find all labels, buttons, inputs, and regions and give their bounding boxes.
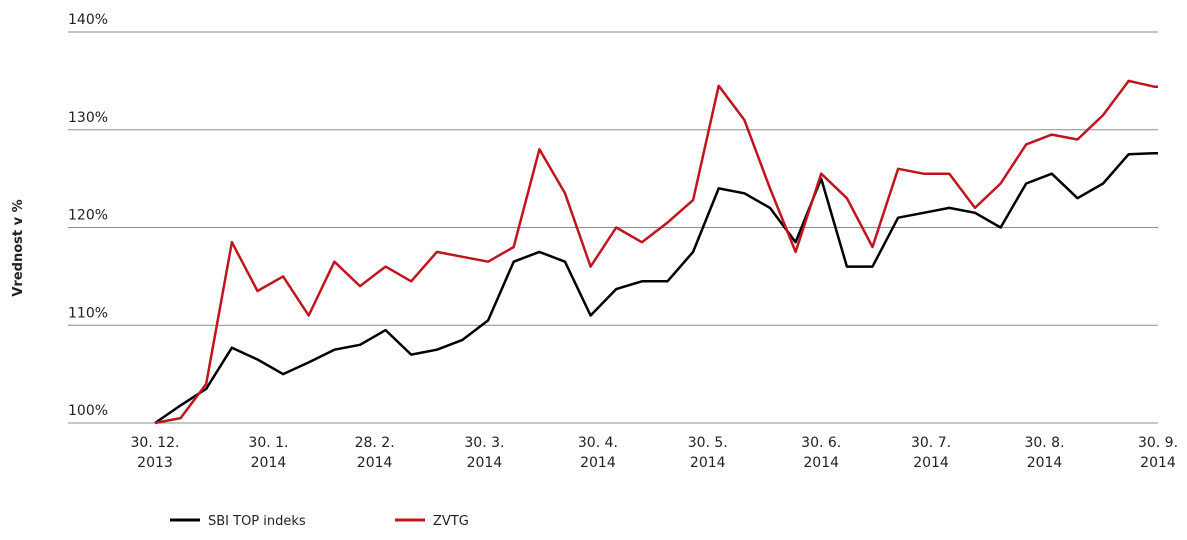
x-tick-label: 30. 1. 2014 [248,435,289,471]
legend-label: SBI TOP indeks [208,514,306,529]
x-tick-label: 30. 6. 2014 [801,435,842,471]
x-tick-label: 30. 9. 2014 [1137,435,1179,471]
x-tick-label: 28. 2. 2014 [354,435,395,471]
y-tick-label: 110% [68,305,108,321]
y-tick-label: 130% [68,110,108,126]
x-tick-label: 30. 4. 2014 [577,435,618,471]
y-axis-label: Vrednost v % [11,199,26,296]
x-tick-label: 30. 5. 2014 [687,435,728,471]
y-tick-label: 100% [68,403,108,419]
x-tick-label: 30. 7. 2014 [910,435,952,471]
legend-label: ZVTG [433,514,469,529]
y-tick-label: 120% [68,208,108,224]
x-tick-label: 30. 12. 2013 [130,435,180,471]
series-line [154,79,1158,425]
series-line [154,151,1158,425]
x-tick-label: 30. 8. 2014 [1024,435,1065,471]
y-tick-label: 140% [68,12,108,28]
x-tick-label: 30. 3. 2014 [464,435,505,471]
